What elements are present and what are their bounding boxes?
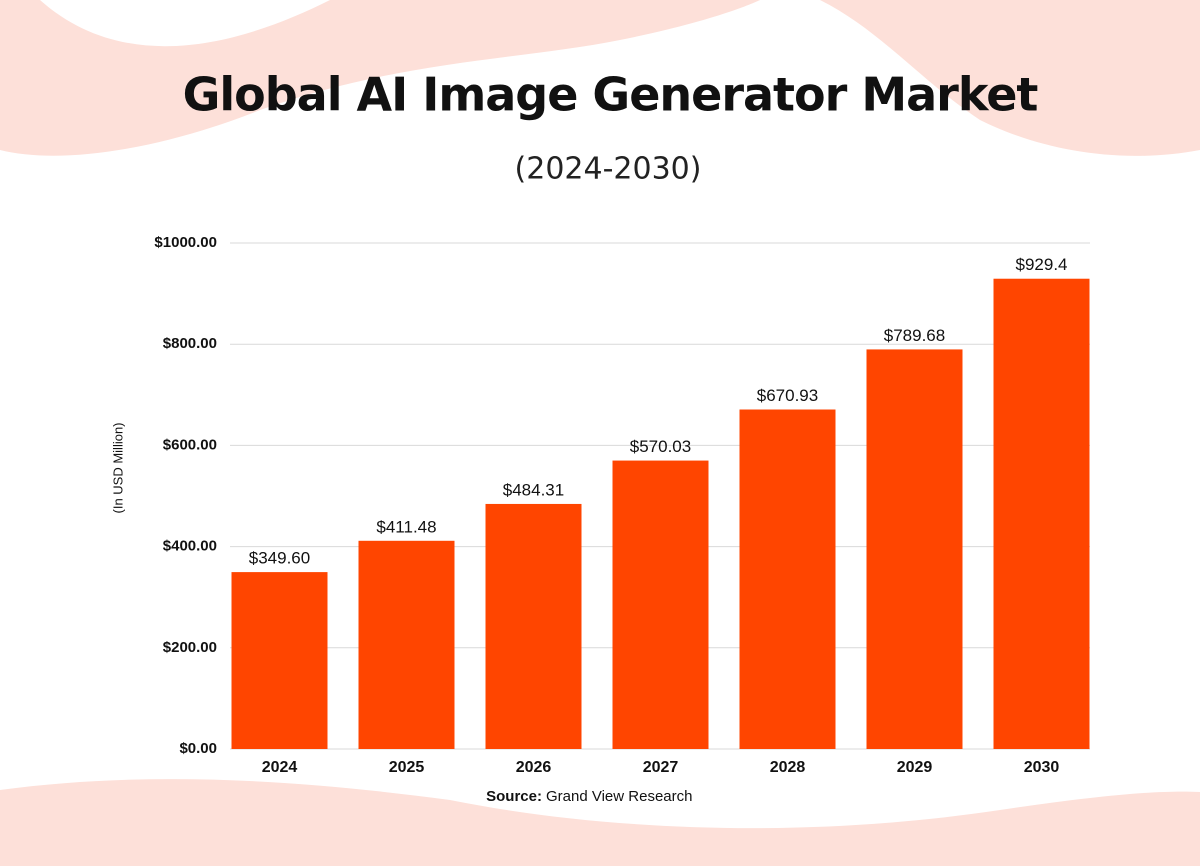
y-tick-label: $0.00 [179,740,217,757]
x-tick-label: 2024 [262,759,298,776]
x-tick-label: 2026 [516,759,552,776]
bar [612,460,709,749]
y-tick-label: $200.00 [163,639,217,656]
bar [866,349,963,749]
value-label: $670.93 [757,386,818,405]
y-axis-label: (In USD Million) [110,422,125,513]
bar [231,572,328,749]
x-tick-label: 2028 [770,759,806,776]
value-label: $929.4 [1016,255,1068,274]
bar [358,540,455,749]
source: Grand View Research [546,788,692,805]
value-label: $570.03 [630,437,691,456]
x-tick-label: 2025 [389,759,425,776]
background-shape [0,0,760,156]
chart-subtitle: (2024-2030) [515,152,702,187]
background-shape [0,779,1200,866]
y-tick-label: $400.00 [163,538,217,555]
y-tick-label: $1000.00 [154,234,217,251]
value-label: $789.68 [884,326,945,345]
source-label: Source: [486,788,542,805]
x-tick-label: 2029 [897,759,933,776]
bar [739,409,836,749]
y-tick-label: $600.00 [163,436,217,453]
bar [485,503,582,749]
background-shape [820,0,1200,156]
x-tick-label: 2027 [643,759,679,776]
bar [993,278,1090,749]
chart-title: Global AI Image Generator Market [183,68,1038,122]
x-tick-label: 2030 [1024,759,1060,776]
y-tick-label: $800.00 [163,335,217,352]
value-label: $484.31 [503,480,564,499]
value-label: $349.60 [249,549,310,568]
value-label: $411.48 [376,517,436,536]
